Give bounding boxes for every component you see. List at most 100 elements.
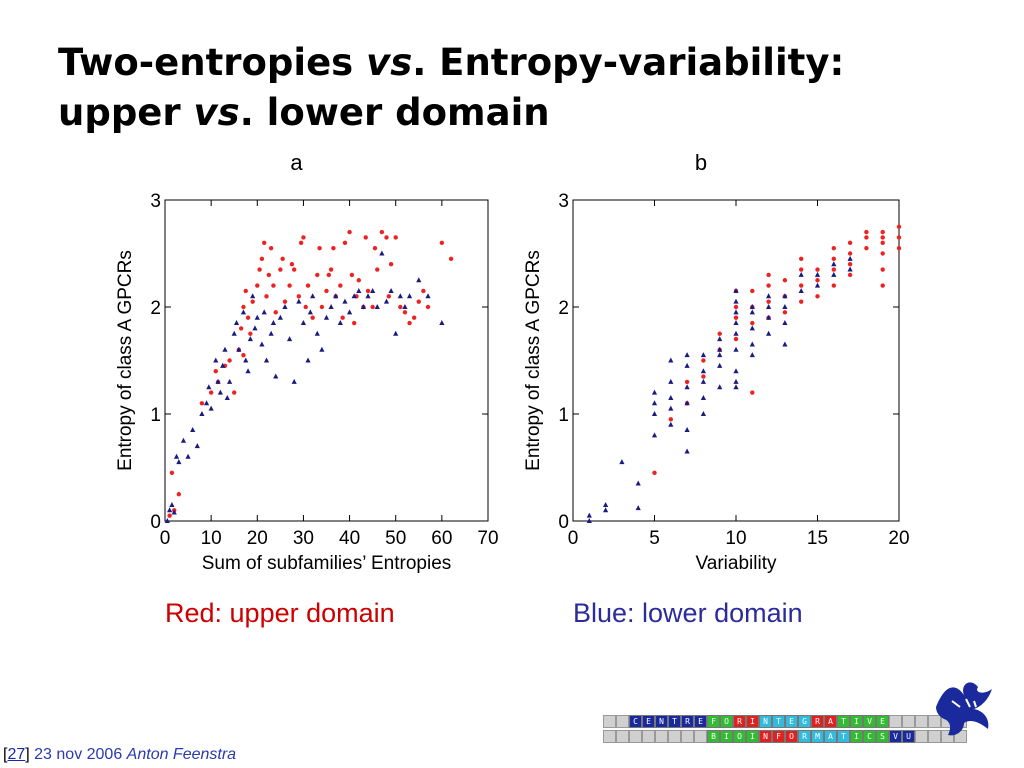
data-point-dot: [310, 315, 315, 320]
logo-letter: I: [720, 730, 733, 743]
data-point-dot: [701, 374, 706, 379]
data-point-triangle: [798, 271, 804, 277]
data-point-triangle: [356, 287, 362, 293]
data-point-dot: [282, 299, 288, 304]
data-point-dot: [750, 390, 755, 395]
data-point-triangle: [254, 314, 260, 320]
logo-letter: O: [733, 730, 746, 743]
data-point-dot: [324, 288, 329, 294]
footer-open-bracket: [: [3, 746, 8, 763]
logo-letter: S: [876, 730, 889, 743]
data-point-triangle: [684, 362, 690, 368]
data-point-triangle: [374, 304, 380, 309]
data-point-triangle: [397, 293, 403, 299]
data-point-dot: [831, 245, 836, 251]
data-point-triangle: [240, 309, 247, 315]
y-tick-label: 0: [558, 512, 569, 533]
data-point-dot: [199, 401, 205, 406]
data-point-triangle: [307, 309, 313, 315]
data-point-dot: [652, 470, 657, 476]
data-point-triangle: [700, 368, 706, 374]
data-point-triangle: [733, 309, 739, 315]
data-point-dot: [398, 304, 403, 310]
data-point-triangle: [749, 341, 755, 347]
logo-letter: I: [850, 730, 863, 743]
logo-letter: I: [850, 715, 863, 728]
data-point-dot: [864, 235, 869, 240]
logo-blank-cell: [928, 730, 941, 743]
data-point-triangle: [619, 459, 625, 465]
data-point-triangle: [684, 427, 690, 433]
data-point-triangle: [717, 384, 723, 390]
plot-frame: [164, 199, 489, 522]
data-point-dot: [733, 304, 739, 310]
data-point-dot: [264, 294, 269, 299]
data-point-triangle: [199, 411, 205, 416]
x-tick-label: 0: [568, 528, 579, 549]
logo-letter: T: [668, 715, 681, 728]
logo-letter: E: [876, 715, 889, 728]
data-point-triangle: [814, 282, 821, 288]
data-point-dot: [815, 278, 820, 283]
data-point-triangle: [749, 309, 755, 315]
data-point-dot: [425, 304, 431, 310]
page-number-link[interactable]: 27: [7, 746, 26, 763]
logo-letter: E: [785, 715, 798, 728]
x-tick-label: 50: [385, 528, 406, 549]
data-point-triangle: [651, 432, 658, 438]
data-point-dot: [328, 267, 334, 272]
logo-letter: R: [733, 715, 746, 728]
data-point-triangle: [296, 298, 302, 304]
logo-blank-cell: [603, 715, 616, 728]
data-point-dot: [340, 315, 345, 320]
data-point-dot: [384, 235, 389, 240]
logo-blank-cell: [915, 715, 928, 728]
data-point-dot: [799, 299, 804, 304]
data-point-dot: [766, 299, 771, 304]
data-point-dot: [815, 267, 820, 272]
data-point-dot: [439, 240, 445, 245]
data-point-triangle: [337, 320, 343, 326]
data-point-triangle: [733, 298, 739, 304]
data-point-dot: [167, 513, 172, 518]
y-tick-label: 2: [558, 298, 569, 319]
data-point-triangle: [733, 378, 739, 384]
data-point-dot: [278, 267, 283, 272]
data-point-dot: [799, 267, 804, 272]
data-point-triangle: [208, 405, 214, 411]
logo-blank-cell: [902, 715, 915, 728]
logo-blank-cell: [629, 730, 642, 743]
data-point-dot: [315, 272, 320, 278]
data-point-triangle: [603, 501, 609, 507]
data-point-triangle: [635, 505, 641, 511]
data-point-dot: [782, 278, 788, 283]
data-point-dot: [831, 267, 836, 272]
data-point-triangle: [342, 298, 348, 304]
data-point-dot: [169, 470, 175, 476]
data-point-dot: [356, 278, 361, 283]
data-point-dot: [750, 288, 755, 294]
data-point-dot: [815, 294, 820, 299]
data-point-dot: [847, 251, 853, 256]
data-point-dot: [799, 283, 804, 288]
logo-blank-cell: [928, 715, 941, 728]
y-tick-label: 3: [150, 191, 161, 212]
data-point-triangle: [668, 405, 674, 411]
data-point-dot: [241, 304, 246, 310]
chart-b: b 0 5 10 15 20 0 1 2 3 Variability Entropy of class…: [523, 150, 910, 574]
data-point-dot: [375, 267, 380, 272]
x-axis-label: Sum of subfamilies’ Entropies: [202, 553, 452, 574]
data-point-triangle: [379, 250, 385, 256]
y-tick-label: 0: [150, 512, 161, 533]
logo-letter: U: [902, 730, 915, 743]
data-point-triangle: [439, 320, 445, 326]
data-point-triangle: [684, 352, 690, 358]
data-point-dot: [880, 235, 885, 240]
logo-letter: F: [707, 715, 720, 728]
logo-letter: G: [798, 715, 811, 728]
y-tick-label: 1: [558, 405, 569, 426]
data-point-triangle: [766, 293, 772, 299]
data-point-triangle: [323, 314, 330, 320]
data-point-dot: [717, 331, 722, 336]
data-point-triangle: [206, 384, 212, 390]
